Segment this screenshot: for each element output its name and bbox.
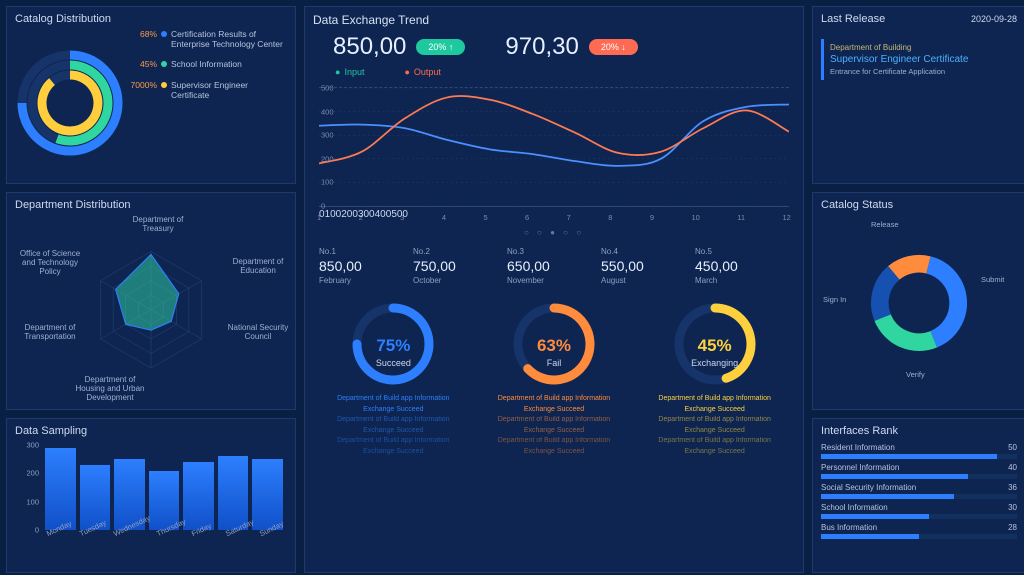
data-sampling-panel: Data Sampling 0100200300 MondayTuesdayWe… [6, 418, 296, 573]
cd-label: Supervisor Engineer Certificate [171, 80, 287, 100]
legend-dot-icon [161, 31, 167, 37]
cd-label: Certification Results of Enterprise Tech… [171, 29, 287, 49]
bar-chart-labels: MondayTuesdayWednesdayThursdayFridaySatu… [15, 530, 287, 539]
bar [218, 456, 249, 530]
panel-title: Last Release [821, 13, 885, 25]
radar-label: National Security Council [223, 323, 293, 341]
panel-title: Catalog Status [821, 199, 1017, 211]
interface-row[interactable]: Bus Information28 [821, 523, 1017, 539]
gauges-row: 75% Succeed Department of Build app Info… [313, 299, 795, 457]
interface-row[interactable]: Resident Information50 [821, 443, 1017, 459]
release-department: Department of Building [830, 43, 1011, 52]
rank-item: No.2750,00October [413, 247, 507, 285]
legend-input: Input [335, 67, 364, 77]
catalog-distribution-chart [15, 13, 125, 153]
last-release-date: 2020-09-28 [971, 14, 1017, 24]
cd-label: School Information [171, 59, 287, 69]
kpi-input-value: 850,00 [333, 33, 406, 61]
cd-pct: 7000% [129, 80, 161, 90]
legend-output: Output [404, 67, 440, 77]
interface-row[interactable]: School Information30 [821, 503, 1017, 519]
catalog-status-panel: Catalog Status Release Submit Verify Sign I… [812, 192, 1024, 410]
rank-item: No.5450,00March [695, 247, 789, 285]
rank-item: No.1850,00February [319, 247, 413, 285]
radar-label: Department of Transportation [15, 323, 85, 341]
donut-label: Sign In [823, 295, 846, 304]
donut-chart: Release Submit Verify Sign In [821, 215, 1017, 385]
kpi-output-badge: 20% ↓ [589, 39, 638, 55]
department-distribution-panel: Department Distribution Department of Tr… [6, 192, 296, 410]
kpi-output-value: 970,30 [505, 33, 578, 61]
donut-label: Verify [906, 370, 925, 379]
catalog-distribution-legend: 68% Certification Results of Enterprise T… [125, 29, 287, 177]
interface-row[interactable]: Personnel Information40 [821, 463, 1017, 479]
interfaces-list: Resident Information50 Personnel Informat… [821, 443, 1017, 539]
gauge: 75% Succeed Department of Build app Info… [323, 299, 463, 457]
panel-title: Data Sampling [15, 425, 287, 437]
gauge: 45% Exchanging Department of Build app I… [645, 299, 785, 457]
legend-dot-icon [161, 82, 167, 88]
last-release-panel: Last Release 2020-09-28 Department of Bu… [812, 6, 1024, 184]
gauge: 63% Fail Department of Build app Informa… [484, 299, 624, 457]
legend-dot-icon [161, 61, 167, 67]
release-name: Supervisor Engineer Certificate [830, 54, 1011, 65]
panel-title: Department Distribution [15, 199, 287, 211]
donut-label: Release [871, 220, 899, 229]
radar-label: Office of Science and Technology Policy [15, 249, 85, 276]
radar-label: Department of Housing and Urban Developm… [75, 375, 145, 402]
kpi-input: 850,00 20% ↑ [333, 33, 465, 61]
rank-item: No.4550,00August [601, 247, 695, 285]
release-subtitle: Entrance for Certificate Application [830, 67, 1011, 76]
bar-chart: 0100200300 [15, 445, 287, 530]
donut-label: Submit [981, 275, 1004, 284]
cd-pct: 68% [129, 29, 161, 39]
carousel-dots[interactable]: ○ ○ ● ○ ○ [313, 224, 795, 241]
kpi-input-badge: 20% ↑ [416, 39, 465, 55]
rankings-row: No.1850,00FebruaryNo.2750,00OctoberNo.36… [313, 241, 795, 287]
kpi-output: 970,30 20% ↓ [505, 33, 637, 61]
radar-chart: Department of TreasuryDepartment of Educ… [15, 215, 287, 390]
cd-pct: 45% [129, 59, 161, 69]
interfaces-rank-panel: Interfaces Rank Resident Information50 Pe… [812, 418, 1024, 573]
last-release-card[interactable]: Department of Building Supervisor Engine… [821, 39, 1017, 80]
catalog-distribution-panel: Catalog Distribution 68%Certification Re… [6, 6, 296, 184]
radar-label: Department of Treasury [123, 215, 193, 233]
rank-item: No.3650,00November [507, 247, 601, 285]
interface-row[interactable]: Social Security Information36 [821, 483, 1017, 499]
panel-title: Data Exchange Trend [313, 13, 795, 27]
data-exchange-panel: Data Exchange Trend 850,00 20% ↑ 970,30 … [304, 6, 804, 573]
panel-title: Interfaces Rank [821, 425, 1017, 437]
line-chart: 01002003004005000100200300400500 [319, 87, 789, 207]
radar-label: Department of Education [223, 257, 293, 275]
